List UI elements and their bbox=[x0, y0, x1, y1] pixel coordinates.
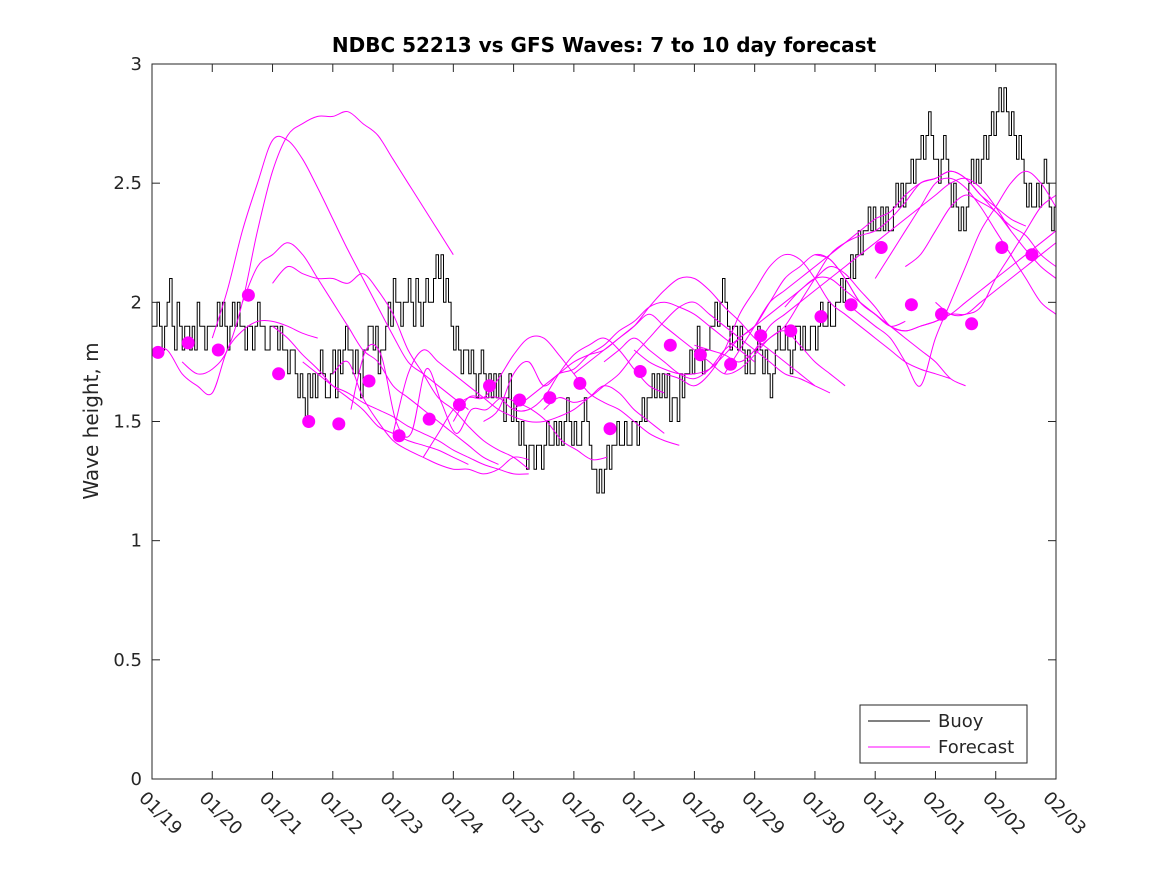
forecast-marker bbox=[483, 379, 496, 393]
forecast-marker bbox=[965, 317, 979, 331]
forecast-marker bbox=[633, 365, 647, 378]
forecast-series-line bbox=[350, 343, 608, 461]
forecast-marker bbox=[422, 412, 436, 426]
forecast-marker bbox=[211, 343, 225, 357]
forecast-marker bbox=[513, 393, 527, 407]
buoy-series-line bbox=[152, 87, 1056, 494]
forecast-marker bbox=[573, 376, 587, 390]
forecast-marker bbox=[784, 324, 798, 338]
forecast-series-line bbox=[543, 301, 831, 410]
forecast-series-line bbox=[302, 361, 529, 475]
legend-forecast-label: Forecast bbox=[938, 737, 1014, 758]
forecast-series-line bbox=[754, 170, 1056, 351]
forecast-series-line bbox=[392, 349, 665, 434]
forecast-series-line bbox=[513, 276, 816, 410]
forecast-marker bbox=[1025, 248, 1039, 262]
y-tick-label: 2 bbox=[131, 292, 142, 313]
forecast-marker bbox=[844, 298, 858, 312]
legend-box bbox=[859, 704, 1028, 764]
forecast-marker bbox=[272, 367, 286, 381]
forecast-marker bbox=[693, 348, 707, 362]
y-tick-label: 2.5 bbox=[113, 173, 142, 194]
forecast-series-line bbox=[181, 111, 454, 375]
legend-buoy-label: Buoy bbox=[938, 711, 984, 732]
forecast-marker bbox=[452, 398, 466, 412]
forecast-series-line bbox=[573, 313, 846, 387]
forecast-series-line bbox=[272, 265, 530, 470]
forecast-marker bbox=[754, 329, 768, 343]
forecast-series-line bbox=[483, 301, 756, 422]
forecast-series-line bbox=[664, 253, 951, 387]
y-tick-label: 3 bbox=[131, 54, 142, 75]
forecast-marker bbox=[362, 374, 376, 388]
forecast-series-line bbox=[332, 360, 529, 475]
forecast-marker bbox=[935, 307, 948, 321]
chart-title: NDBC 52213 vs GFS Waves: 7 to 10 day for… bbox=[332, 33, 877, 57]
forecast-marker bbox=[663, 338, 677, 352]
legend: Buoy Forecast bbox=[859, 704, 1028, 764]
forecast-series-line bbox=[844, 170, 1056, 387]
forecast-marker bbox=[814, 310, 828, 324]
y-axis-label: Wave height, m bbox=[79, 342, 103, 499]
forecast-marker bbox=[241, 288, 255, 302]
y-tick-label: 1.5 bbox=[113, 412, 142, 433]
forecast-marker bbox=[724, 357, 738, 371]
forecast-marker bbox=[543, 391, 557, 405]
forecast-marker bbox=[181, 336, 195, 350]
forecast-marker bbox=[874, 241, 888, 254]
y-tick-label: 1 bbox=[131, 531, 142, 552]
forecast-marker bbox=[302, 415, 316, 428]
forecast-marker bbox=[603, 422, 617, 436]
forecast-series-line bbox=[241, 242, 499, 465]
forecast-series-line bbox=[152, 319, 318, 396]
forecast-marker bbox=[904, 298, 918, 312]
forecast-marker bbox=[332, 417, 346, 431]
y-tick-label: 0 bbox=[131, 769, 142, 790]
forecast-series-line bbox=[211, 135, 469, 410]
forecast-marker bbox=[392, 429, 406, 443]
forecast-series-line bbox=[694, 177, 1012, 363]
plot-area bbox=[151, 87, 1056, 494]
forecast-marker bbox=[995, 241, 1009, 254]
forecast-series-line bbox=[633, 253, 966, 387]
forecast-series-line bbox=[935, 242, 1056, 317]
y-tick-label: 0.5 bbox=[113, 650, 142, 671]
forecast-marker bbox=[151, 345, 165, 359]
forecast-series-line bbox=[272, 325, 469, 465]
